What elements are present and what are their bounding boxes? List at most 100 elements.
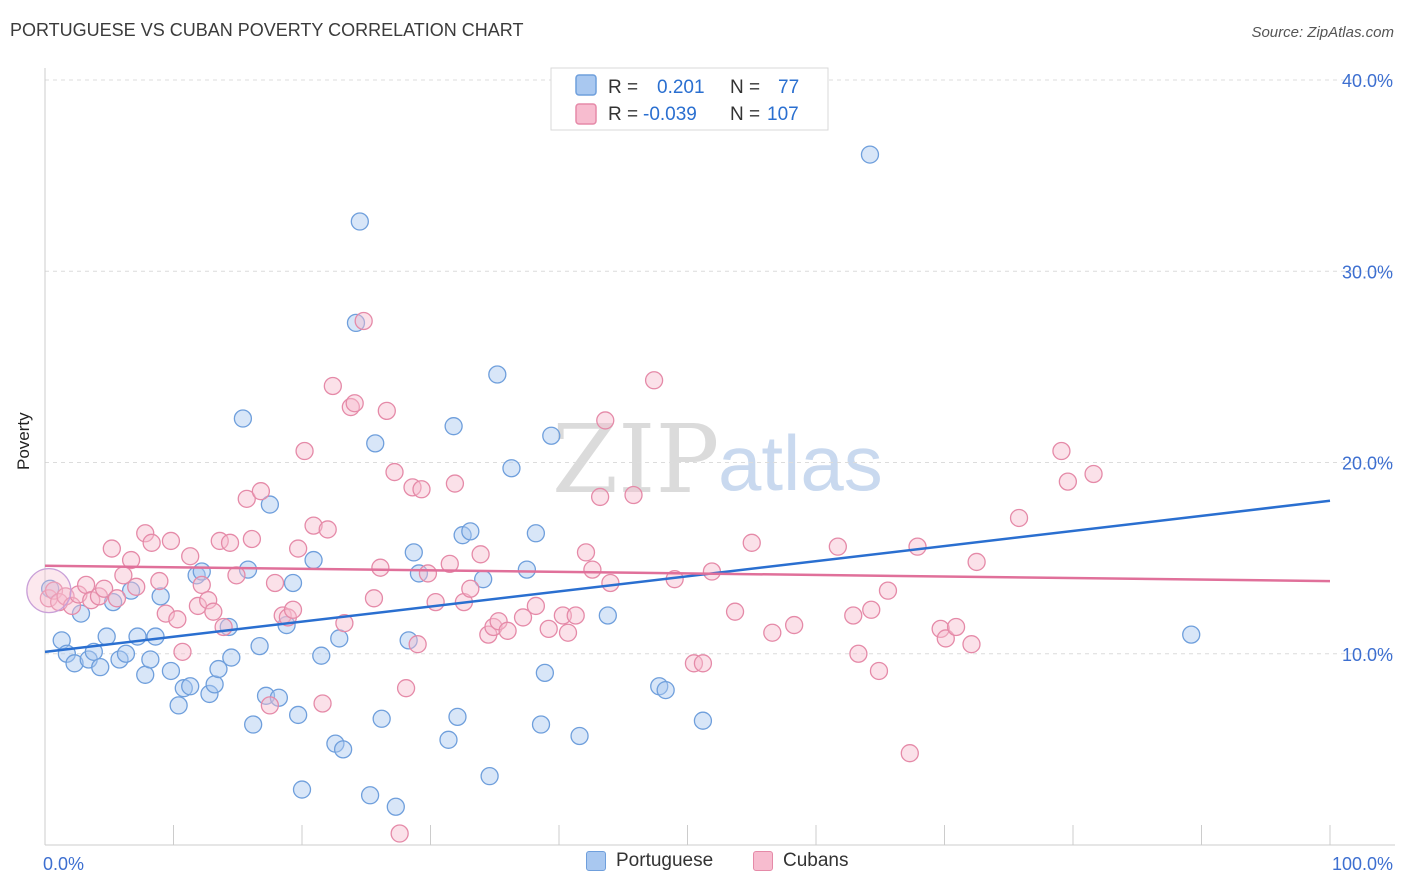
y-tick-label: 10.0% (1342, 645, 1393, 665)
cubans-point (102, 539, 121, 558)
cubans-trend-line (44, 564, 1331, 583)
cubans-point (265, 573, 285, 593)
portuguese-point (399, 631, 418, 650)
portuguese-point (200, 684, 219, 704)
legend-swatch-portuguese (586, 851, 606, 871)
cubans-point (156, 604, 175, 623)
portuguese-point (360, 786, 380, 805)
cubans-point (844, 606, 863, 625)
cubans-point (192, 575, 211, 595)
cubans-point (408, 635, 427, 654)
cubans-point (513, 608, 533, 627)
cubans-point (596, 411, 615, 430)
portuguese-point (444, 417, 463, 436)
cubans-point (396, 679, 416, 698)
cubans-point (908, 537, 927, 556)
cubans-point (295, 441, 314, 461)
cubans-point (214, 617, 233, 637)
watermark-zip: ZIP (552, 405, 719, 515)
portuguese-point (238, 560, 258, 579)
portuguese-point (250, 636, 269, 656)
cubans-point (644, 371, 664, 390)
cubans-point (260, 696, 280, 715)
stats-n-value: 77 (778, 77, 799, 98)
portuguese-point (169, 696, 188, 715)
cubans-point (498, 621, 517, 640)
series-legend: Portuguese Cubans (0, 850, 1406, 880)
stats-n-value: 107 (767, 104, 799, 125)
cubans-point (828, 537, 847, 556)
axes (44, 68, 1395, 846)
cubans-point (251, 482, 271, 501)
legend-label-cubans: Cubans (783, 850, 849, 871)
cubans-point (862, 600, 881, 619)
cubans-point (227, 566, 246, 585)
portuguese-point (502, 459, 521, 478)
cubans-point (1052, 441, 1071, 461)
cubans-point (44, 581, 64, 600)
portuguese-point (366, 434, 385, 453)
legend-swatch-cubans (753, 851, 773, 871)
portuguese-point (386, 797, 405, 816)
cubans-point (967, 552, 986, 572)
stats-legend-box: R = 0.201 N = 77 R = -0.039 N = 107 (550, 67, 829, 131)
y-tick-label: 20.0% (1342, 454, 1393, 474)
cubans-point (107, 589, 127, 608)
stats-r-label: R = (608, 104, 638, 125)
portuguese-point (233, 409, 253, 428)
cubans-point (849, 644, 868, 663)
cubans-point (869, 661, 889, 681)
portuguese-point (480, 767, 499, 786)
cubans-point (94, 579, 114, 598)
cubans-point (931, 619, 950, 639)
stats-r-label: R = (608, 77, 638, 98)
y-tick-labels: 10.0% 20.0% 30.0% 40.0% (1342, 71, 1393, 665)
cubans-point (390, 824, 409, 843)
cubans-point (385, 462, 404, 482)
cubans-point (345, 394, 364, 413)
portuguese-point (116, 644, 136, 663)
cubans-point (601, 573, 620, 593)
cubans-point (142, 533, 161, 552)
portuguese-point (404, 543, 423, 562)
portuguese-point (304, 550, 323, 570)
cubans-point (173, 642, 192, 661)
portuguese-point (205, 675, 224, 694)
portuguese-point (222, 648, 241, 667)
portuguese-point (461, 522, 480, 541)
cubans-point (412, 480, 431, 499)
cubans-point (725, 602, 745, 621)
legend-item-cubans: Cubans (753, 850, 849, 872)
cubans-point (323, 376, 342, 396)
cubans-point (440, 554, 459, 574)
trend-lines (44, 499, 1331, 654)
cubans-point (445, 474, 465, 493)
cubans-point (199, 591, 218, 610)
cubans-point (1009, 508, 1029, 528)
x-tick-labels: 0.0% 100.0% (43, 854, 1393, 874)
cubans-point (136, 524, 155, 543)
cubans-point (900, 744, 919, 763)
chart-title: PORTUGUESE VS CUBAN POVERTY CORRELATION … (10, 20, 524, 40)
portuguese-point (209, 659, 228, 679)
cubans-point (878, 581, 898, 600)
cubans-point (204, 602, 223, 621)
portuguese-point (65, 654, 84, 673)
portuguese-point (181, 677, 200, 696)
y-tick-label: 30.0% (1342, 262, 1393, 282)
cubans-point (461, 579, 480, 598)
portuguese-point (260, 495, 280, 514)
cubans-point (220, 533, 240, 552)
cubans-point (237, 489, 256, 508)
cubans-point (335, 614, 354, 633)
cubans-point (354, 311, 373, 331)
portuguese-point (1182, 625, 1201, 644)
cubans-point (150, 571, 169, 591)
cubans-point (624, 485, 643, 505)
stats-r-value: -0.039 (643, 104, 697, 125)
portuguese-point (136, 665, 155, 684)
portuguese-point (439, 730, 458, 749)
cubans-point (553, 606, 573, 625)
portuguese-point (97, 627, 116, 646)
portuguese-point (448, 707, 467, 727)
